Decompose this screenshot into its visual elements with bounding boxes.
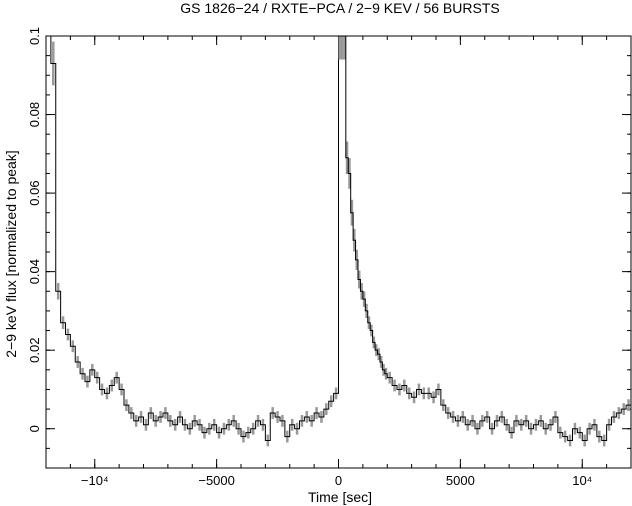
y-tick-label: 0.1 (27, 27, 42, 45)
y-tick-label: 0 (27, 425, 42, 432)
x-tick-label: 5000 (446, 473, 475, 488)
data-series-group (50, 35, 631, 447)
y-tick-label: 0.04 (27, 259, 42, 284)
y-tick-label: 0.02 (27, 338, 42, 363)
y-axis-label: 2−9 keV flux [normalized to peak] (3, 150, 19, 357)
x-tick-label: 10⁴ (572, 473, 592, 488)
x-tick-label: −5000 (198, 473, 235, 488)
y-axis: 0 0.02 0.04 0.06 0.08 0.1 (27, 27, 631, 449)
flux-step-line (50, 36, 339, 442)
x-tick-label: 0 (335, 473, 342, 488)
x-axis: −10⁴ −5000 0 5000 10⁴ (69, 36, 608, 488)
x-tick-label: −10⁴ (81, 473, 109, 488)
x-axis-label: Time [sec] (308, 489, 372, 505)
y-tick-label: 0.06 (27, 180, 42, 205)
chart-title: GS 1826−24 / RXTE−PCA / 2−9 KEV / 56 BUR… (180, 0, 499, 16)
flux-step-line (338, 35, 631, 442)
y-tick-label: 0.08 (27, 102, 42, 127)
